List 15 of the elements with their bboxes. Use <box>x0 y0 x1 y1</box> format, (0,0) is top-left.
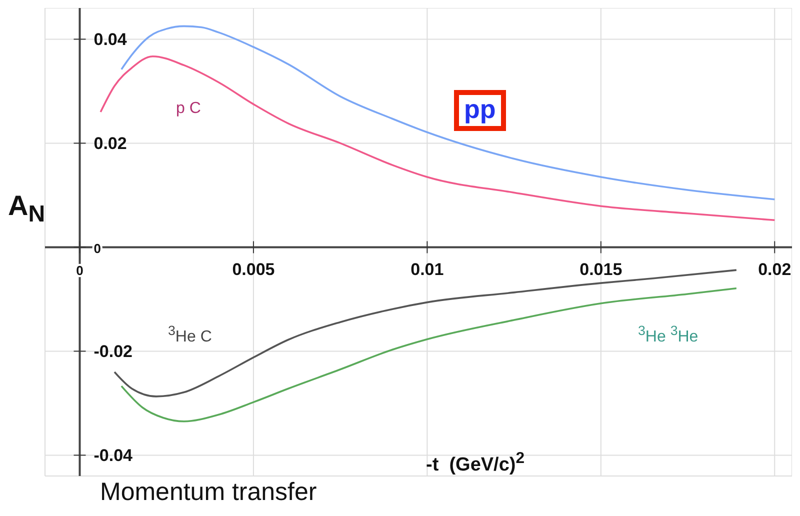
y-tick-label: -0.04 <box>94 446 134 466</box>
series-label: p C <box>176 100 201 118</box>
y-tick-label: 0.02 <box>94 134 127 154</box>
x-tick-label: 0.01 <box>410 260 444 280</box>
series-label: $^{3}$He $^{3}$He <box>638 323 698 346</box>
text: Momentum transfer <box>100 478 317 507</box>
x-tick-label: 0.02 <box>758 260 792 280</box>
x-axis-title: -t (GeV/c)$^{2}$ <box>426 450 525 476</box>
x-tick-label: 0.005 <box>232 260 275 280</box>
y-tick-label: -0.02 <box>94 342 132 362</box>
y-axis-title: A$_{N}$ <box>8 190 46 228</box>
x-tick-label: 0.015 <box>580 260 622 280</box>
series-label: $^{3}$He C <box>168 323 212 346</box>
y-tick-label: 0.04 <box>94 30 128 50</box>
series-label: pp <box>454 90 506 131</box>
